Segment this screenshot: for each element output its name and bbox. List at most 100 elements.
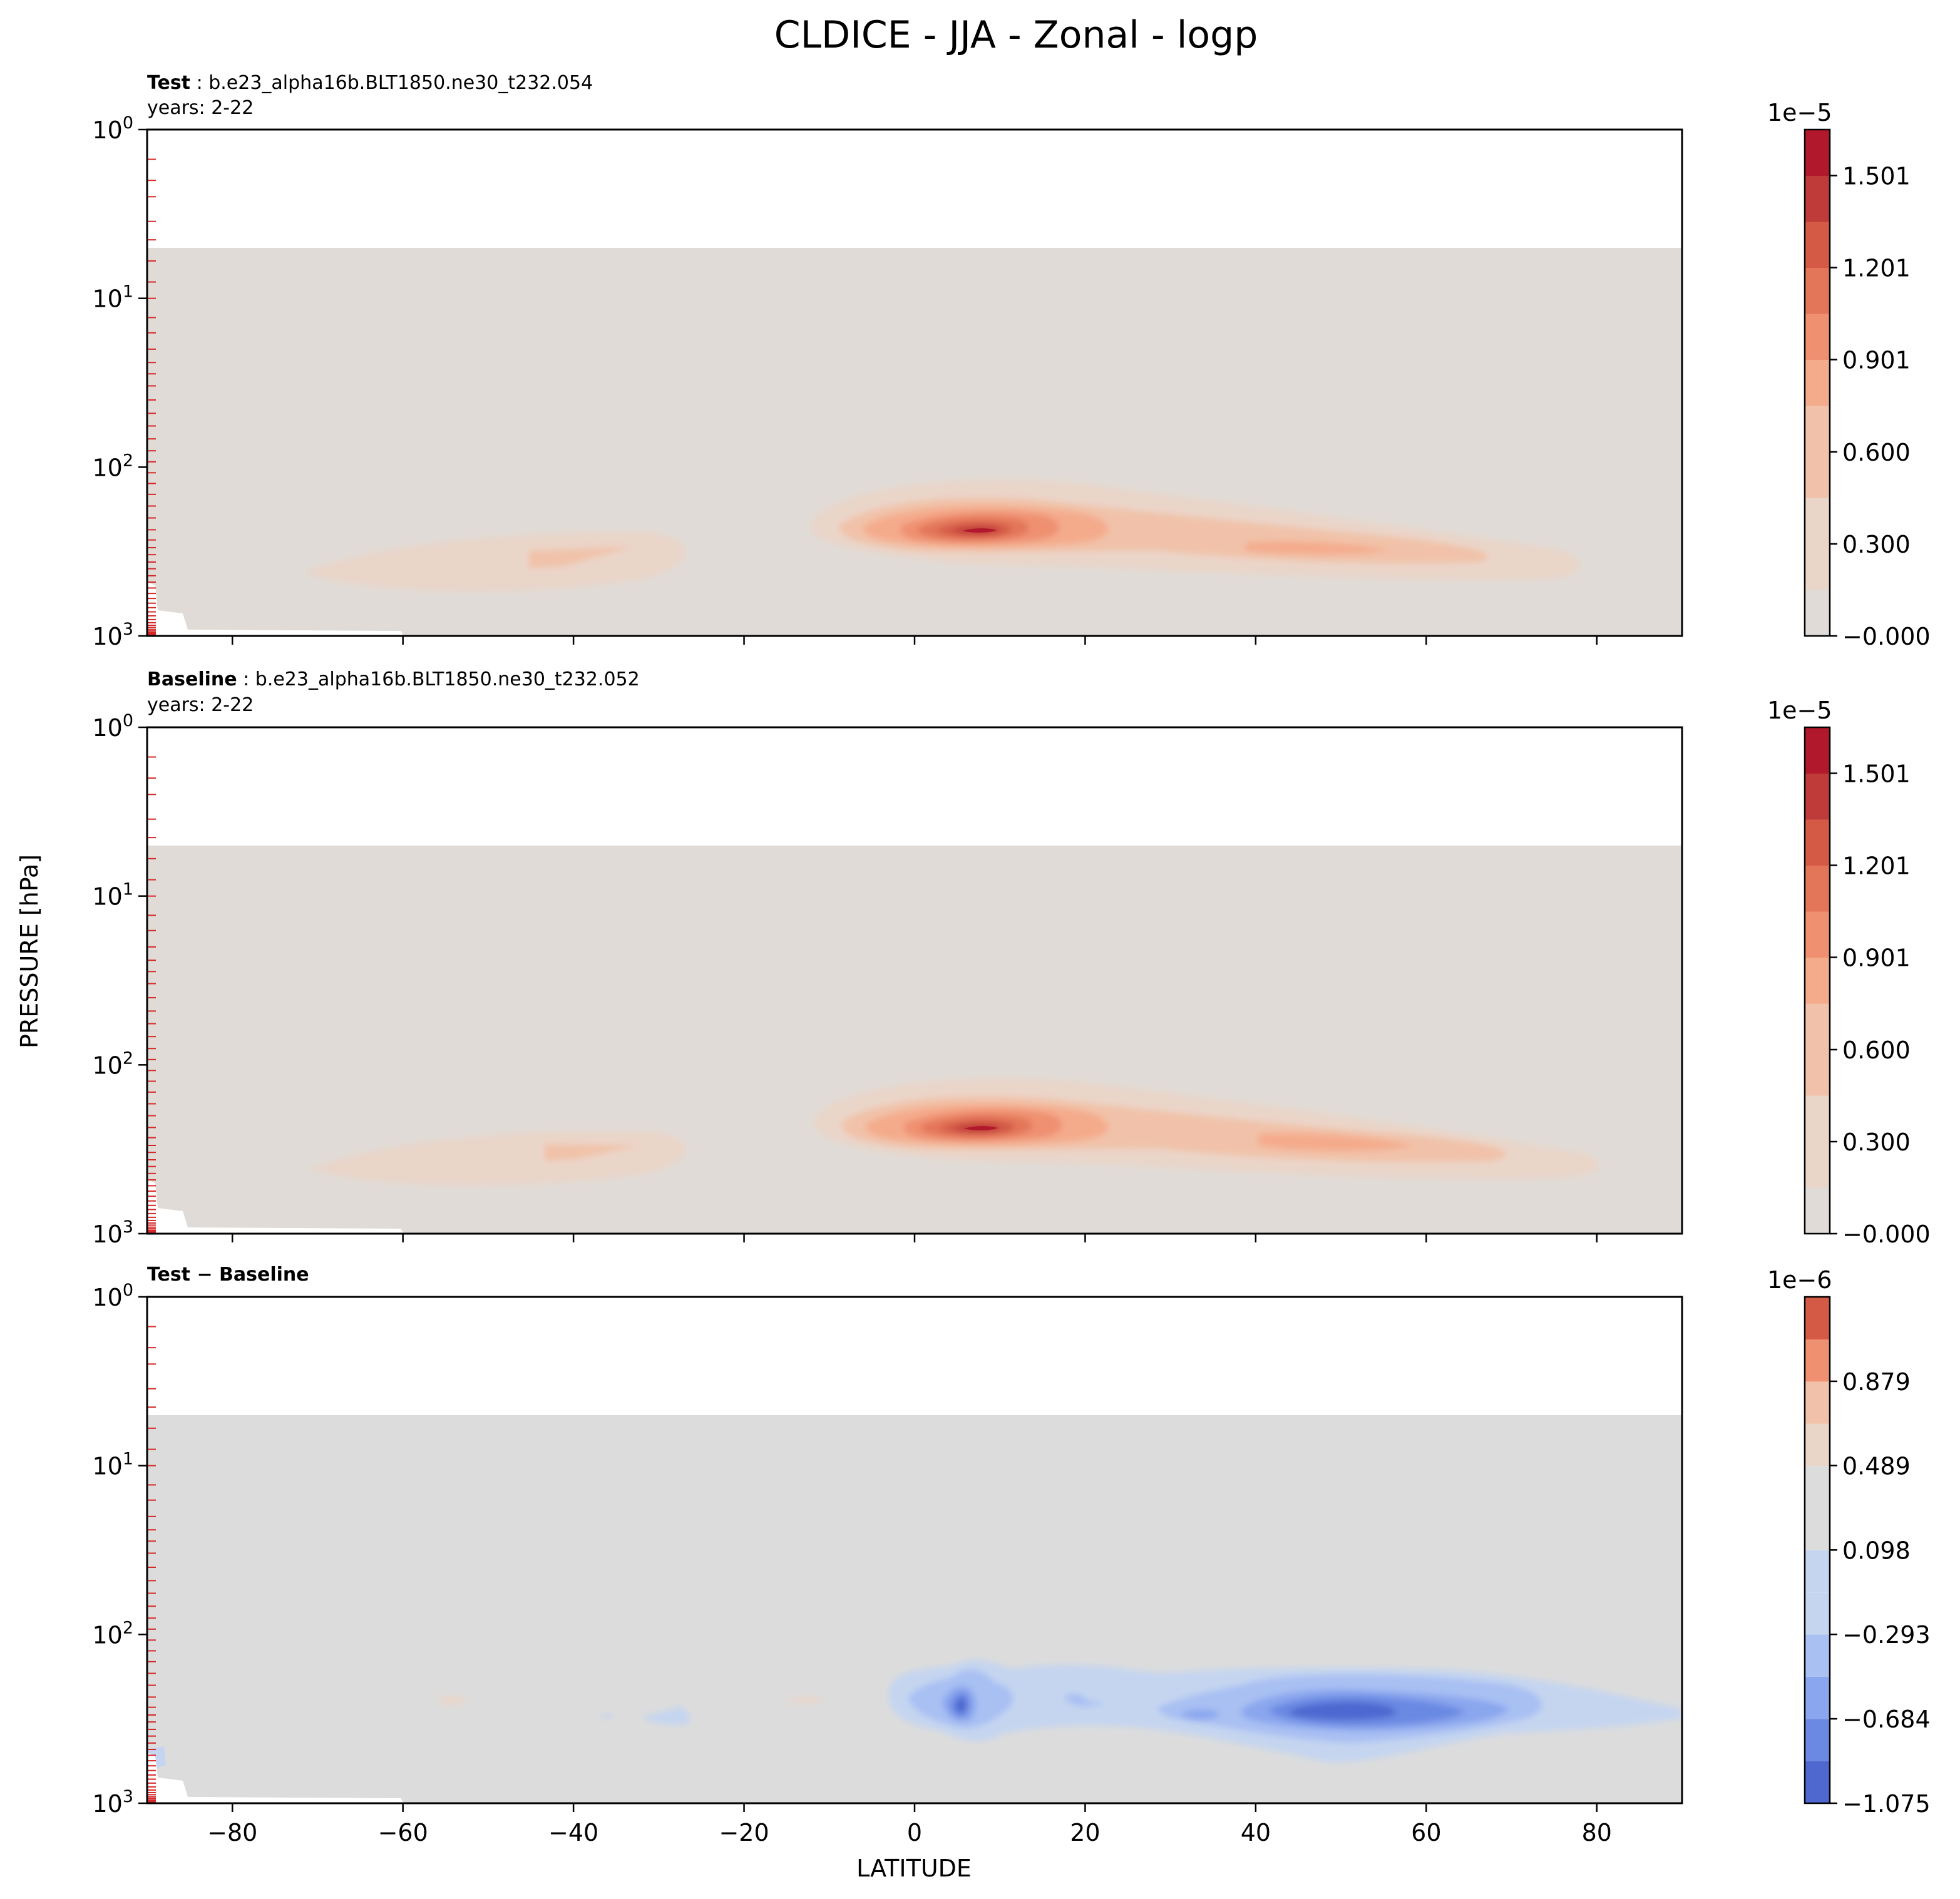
y-tick-label: 102 xyxy=(92,1048,133,1079)
axes-baseline: 100 101 102 103 1.501 1.201 0.901 0.600 0.300 −0.… xyxy=(92,697,1930,1248)
colorbar-band xyxy=(1805,1049,1830,1096)
colorbar-band xyxy=(1805,543,1830,590)
x-tick-label: 80 xyxy=(1582,1819,1612,1846)
panel-difference-neg-speck-a xyxy=(642,1706,690,1725)
panel-baseline-sh-core xyxy=(545,1144,639,1161)
colorbar-band xyxy=(1805,819,1830,866)
colorbar-band xyxy=(1805,1592,1830,1635)
colorbar-tick-label: −0.000 xyxy=(1842,623,1931,650)
colorbar-band xyxy=(1805,175,1830,222)
panel-baseline-years: years: 2-22 xyxy=(147,694,254,716)
colorbar-offset-label: 1e−5 xyxy=(1767,697,1832,724)
colorbar-band xyxy=(1805,222,1830,268)
colorbar-band xyxy=(1805,1466,1830,1508)
panel-test-field xyxy=(147,248,1682,636)
colorbar-band xyxy=(1805,1761,1830,1803)
panel-baseline-label: Baseline xyxy=(147,668,237,690)
x-tick-label: −60 xyxy=(378,1819,428,1846)
panel-difference-field xyxy=(147,1415,1682,1803)
colorbar-band xyxy=(1805,1187,1830,1234)
axes-test: 100 101 102 103 1.501 1.201 0.901 0.600 0.300 −0.… xyxy=(92,99,1930,650)
panel-baseline-peak xyxy=(964,1126,998,1130)
x-axis-label: LATITUDE xyxy=(856,1855,972,1882)
panel-test-header: Test : b.e23_alpha16b.BLT1850.ne30_t232.… xyxy=(147,72,593,94)
colorbar-band xyxy=(1805,314,1830,360)
colorbar-band xyxy=(1805,1634,1830,1677)
axes-layer: 100 101 102 103 1.501 1.201 0.901 0.600 0.300 −0.… xyxy=(92,99,1930,1846)
x-tick-label: 20 xyxy=(1070,1819,1100,1846)
colorbar-band xyxy=(1805,406,1830,452)
y-tick-label: 100 xyxy=(92,711,133,742)
colorbar-tick-label: 0.098 xyxy=(1842,1537,1911,1564)
y-axis-label: PRESSURE [hPa] xyxy=(16,854,43,1048)
panel-test-missing-surface xyxy=(147,582,404,636)
colorbar-band xyxy=(1805,1676,1830,1719)
colorbar-band xyxy=(1805,1003,1830,1050)
y-tick-label: 102 xyxy=(92,1618,133,1649)
colorbar-band xyxy=(1805,773,1830,820)
panel-test-nh-midlat-core xyxy=(1246,541,1390,555)
colorbar-band xyxy=(1805,1297,1830,1340)
panel-difference-neg-l3-nh-west xyxy=(1180,1709,1221,1720)
colorbar-band xyxy=(1805,267,1830,314)
axes-difference: −80 −60 −40 −20 0 20 40 60 801001011021030.8790.… xyxy=(92,1266,1930,1846)
colorbar-band xyxy=(1805,1719,1830,1761)
panel-test-label: Test xyxy=(147,72,190,94)
colorbar-band xyxy=(1805,1550,1830,1593)
y-tick-label: 101 xyxy=(92,282,133,313)
colorbar-frame xyxy=(1804,726,1831,1235)
colorbar-band xyxy=(1805,451,1830,498)
colorbar-band xyxy=(1805,590,1830,636)
panel-difference-neg-l5-trop xyxy=(955,1697,967,1713)
panel-test-case: : b.e23_alpha16b.BLT1850.ne30_t232.054 xyxy=(190,72,593,94)
panel-baseline-header: Baseline : b.e23_alpha16b.BLT1850.ne30_t… xyxy=(147,668,640,690)
colorbar-tick-label: −0.293 xyxy=(1842,1621,1931,1649)
colorbar-band xyxy=(1805,130,1830,176)
y-tick-label: 103 xyxy=(92,1217,133,1248)
panel-baseline-nh-midlat-core xyxy=(1258,1133,1415,1151)
colorbar-offset-label: 1e−6 xyxy=(1767,1266,1832,1294)
x-tick-label: −40 xyxy=(548,1819,598,1846)
colorbar-tick-label: 0.901 xyxy=(1842,347,1911,374)
x-tick-label: 60 xyxy=(1411,1819,1441,1846)
y-tick-label: 101 xyxy=(92,1450,133,1480)
colorbar-band xyxy=(1805,1339,1830,1382)
colorbar-tick-label: −0.000 xyxy=(1842,1221,1931,1248)
colorbar-band xyxy=(1805,1141,1830,1188)
x-tick-label: 0 xyxy=(907,1819,922,1846)
colorbar-band xyxy=(1805,1095,1830,1142)
colorbar-band xyxy=(1805,498,1830,544)
colorbar-tick-label: 0.300 xyxy=(1842,531,1911,558)
panel-test-sh-core xyxy=(529,546,632,568)
colorbar-test: 1.501 1.201 0.901 0.600 0.300 −0.000 1e−5 xyxy=(1767,99,1931,650)
panel-difference-background-fill xyxy=(147,1415,1682,1803)
panel-test-peak xyxy=(963,528,997,533)
colorbar-tick-label: −0.684 xyxy=(1842,1706,1931,1733)
panel-test: Test : b.e23_alpha16b.BLT1850.ne30_t232.… xyxy=(147,72,1682,636)
colorbar-tick-label: 1.201 xyxy=(1842,255,1911,282)
panel-difference-missing-surface xyxy=(147,1753,404,1803)
colorbar-band xyxy=(1805,957,1830,1004)
x-tick-label: −20 xyxy=(719,1819,769,1846)
panel-difference-pos-speck-a xyxy=(437,1696,466,1705)
y-tick-label: 102 xyxy=(92,451,133,481)
panel-difference-label: Test − Baseline xyxy=(147,1264,309,1286)
colorbar-band xyxy=(1805,727,1830,774)
colorbar-tick-label: 1.501 xyxy=(1842,163,1911,190)
colorbar-tick-label: 0.901 xyxy=(1842,944,1911,972)
panel-difference-neg-l5-nh xyxy=(1289,1702,1397,1720)
colorbar-tick-label: 1.201 xyxy=(1842,852,1911,880)
colorbar-band xyxy=(1805,1381,1830,1424)
colorbar-band xyxy=(1805,1508,1830,1550)
colorbar-offset-label: 1e−5 xyxy=(1767,99,1832,126)
colorbar-difference: 0.879 0.489 0.098 −0.293 −0.684 −1.075 1e−6 xyxy=(1767,1266,1931,1818)
colorbar-tick-label: 1.501 xyxy=(1842,760,1911,788)
panel-baseline: Baseline : b.e23_alpha16b.BLT1850.ne30_t… xyxy=(147,668,1682,1234)
colorbar-tick-label: 0.300 xyxy=(1842,1129,1911,1156)
y-tick-label: 101 xyxy=(92,880,133,911)
y-tick-label: 100 xyxy=(92,1281,133,1311)
colorbar-band xyxy=(1805,359,1830,406)
colorbar-band xyxy=(1805,911,1830,958)
panel-baseline-case: : b.e23_alpha16b.BLT1850.ne30_t232.052 xyxy=(237,668,640,690)
colorbar-tick-label: 0.879 xyxy=(1842,1368,1911,1396)
